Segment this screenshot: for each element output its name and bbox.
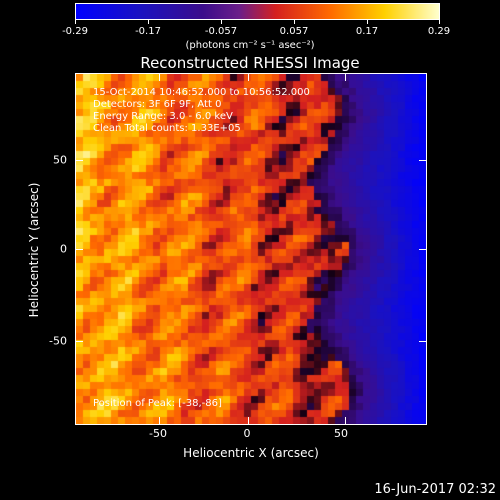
overlay-peak-position: Position of Peak: [-38,-86]	[93, 398, 222, 409]
colorbar-tick-label: -0.17	[135, 26, 161, 37]
colorbar-tick-label: 0.29	[427, 26, 451, 37]
y-tick-label: -50	[49, 334, 67, 348]
colorbar-tick	[294, 20, 295, 24]
plot-timestamp: 16-Jun-2017 02:32	[374, 482, 496, 497]
plot-title: Reconstructed RHESSI Image	[140, 54, 360, 72]
image-plot-frame: 15-Oct-2014 10:46:52.000 to 10:56:52.000…	[75, 73, 427, 425]
x-major-tick	[345, 417, 346, 424]
x-tick-label: 50	[334, 427, 348, 440]
x-major-tick-top	[159, 74, 160, 81]
y-axis-label: Heliocentric Y (arcsec)	[27, 182, 41, 318]
y-tick-label: 50	[53, 153, 67, 167]
rhessi-image-map	[76, 74, 426, 424]
y-major-tick	[76, 160, 83, 161]
y-major-tick	[76, 249, 83, 250]
y-major-tick-right	[419, 341, 426, 342]
y-major-tick-right	[419, 249, 426, 250]
colorbar-tick	[75, 20, 76, 24]
overlay-time-range: 15-Oct-2014 10:46:52.000 to 10:56:52.000	[93, 87, 310, 98]
colorbar-tick-label: -0.057	[204, 26, 238, 37]
colorbar-tick-label: 0.057	[279, 26, 309, 37]
y-major-tick-right	[419, 160, 426, 161]
x-major-tick-top	[248, 74, 249, 81]
colorbar-tick	[439, 20, 440, 24]
overlay-clean-counts: Clean Total counts: 1.33E+05	[93, 123, 241, 134]
colorbar-tick-label: -0.29	[62, 26, 88, 37]
colorbar	[75, 3, 440, 20]
overlay-detectors: Detectors: 3F 6F 9F, Att 0	[93, 99, 222, 110]
overlay-energy-range: Energy Range: 3.0 - 6.0 keV	[93, 111, 233, 122]
y-tick-label: 0	[60, 242, 67, 256]
colorbar-tick	[148, 20, 149, 24]
colorbar-tick	[221, 20, 222, 24]
colorbar-tick-label: 0.17	[355, 26, 379, 37]
x-major-tick	[159, 417, 160, 424]
x-axis-label: Heliocentric X (arcsec)	[183, 446, 319, 460]
colorbar-tick	[367, 20, 368, 24]
colorbar-units-label: (photons cm⁻² s⁻¹ asec⁻²)	[185, 40, 315, 51]
x-tick-label: 0	[243, 427, 251, 440]
x-major-tick	[248, 417, 249, 424]
x-major-tick-top	[345, 74, 346, 81]
y-major-tick	[76, 341, 83, 342]
x-tick-label: -50	[149, 427, 167, 440]
